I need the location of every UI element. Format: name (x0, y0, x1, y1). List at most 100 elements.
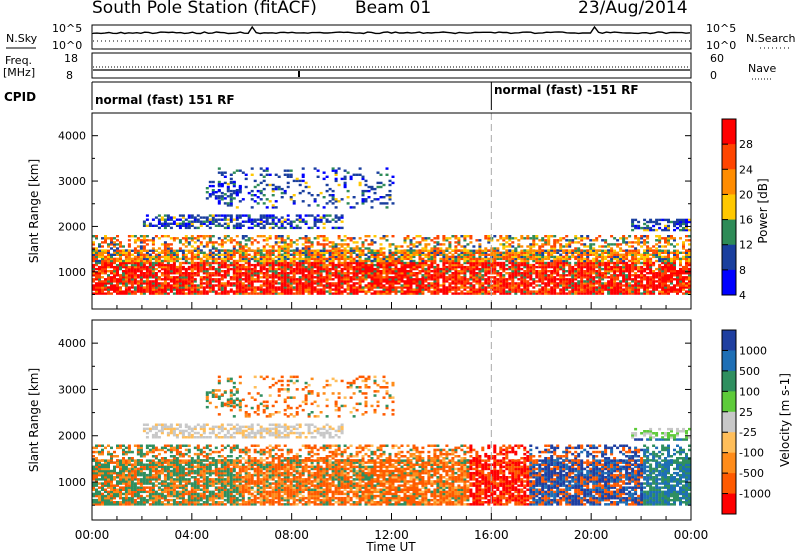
heatmap-cell (373, 198, 377, 201)
heatmap-cell (163, 255, 167, 259)
heatmap-cell (469, 261, 473, 265)
heatmap-cell (583, 272, 587, 275)
heatmap-cell (289, 286, 293, 289)
heatmap-cell (160, 272, 164, 275)
heatmap-cell (202, 251, 206, 254)
heatmap-cell (154, 292, 158, 295)
heatmap-cell (397, 251, 401, 254)
heatmap-cell (487, 270, 491, 273)
heatmap-cell (271, 280, 275, 283)
heatmap-cell (385, 270, 389, 273)
heatmap-cell (139, 280, 143, 283)
heatmap-cell (481, 286, 485, 289)
heatmap-cell (541, 265, 545, 269)
heatmap-cell (508, 245, 512, 248)
heatmap-cell (472, 286, 476, 289)
heatmap-cell (259, 189, 263, 193)
heatmap-cell (520, 292, 524, 295)
heatmap-cell (412, 288, 416, 291)
heatmap-cell (343, 183, 347, 187)
heatmap-cell (169, 218, 173, 221)
heatmap-cell (421, 259, 425, 263)
heatmap-cell (343, 175, 347, 178)
heatmap-cell (268, 270, 272, 273)
heatmap-cell (421, 282, 425, 285)
heatmap-cell (253, 255, 257, 259)
heatmap-cell (196, 284, 200, 287)
heatmap-cell (190, 276, 194, 279)
heatmap-cell (568, 267, 572, 271)
heatmap-cell (322, 276, 326, 279)
heatmap-cell (304, 214, 308, 217)
heatmap-cell (217, 284, 221, 287)
heatmap-cell (301, 173, 305, 176)
heatmap-cell (379, 280, 383, 283)
heatmap-cell (673, 265, 676, 269)
heatmap-cell (517, 286, 521, 289)
heatmap-cell (133, 278, 137, 281)
heatmap-cell (113, 270, 116, 273)
heatmap-cell (556, 292, 560, 295)
heatmap-cell (460, 270, 464, 273)
heatmap-cell (352, 247, 356, 250)
heatmap-cell (367, 284, 371, 287)
heatmap-cell (502, 270, 506, 273)
heatmap-cell (187, 272, 191, 275)
heatmap-cell (355, 259, 359, 263)
heatmap-cell (181, 243, 185, 246)
heatmap-cell (526, 286, 530, 289)
heatmap-cell (271, 226, 275, 230)
heatmap-cell (223, 214, 227, 217)
heatmap-cell (95, 272, 98, 275)
heatmap-cell (397, 245, 401, 248)
heatmap-cell (292, 202, 296, 205)
heatmap-cell (631, 253, 635, 256)
heatmap-cell (463, 280, 467, 283)
heatmap-cell (154, 249, 158, 252)
heatmap-cell (355, 270, 359, 273)
heatmap-cell (334, 286, 338, 289)
heatmap-cell (238, 255, 242, 259)
heatmap-cell (595, 239, 599, 242)
heatmap-cell (577, 280, 581, 283)
heatmap-cell (388, 278, 392, 281)
heatmap-cell (388, 257, 392, 261)
heatmap-cell (136, 261, 140, 265)
heatmap-cell (517, 284, 521, 287)
heatmap-cell (274, 241, 278, 244)
heatmap-cell (163, 220, 167, 223)
heatmap-cell (442, 286, 446, 289)
heatmap-cell (496, 284, 500, 287)
heatmap-cell (553, 235, 557, 238)
heatmap-cell (241, 274, 245, 277)
heatmap-cell (469, 272, 473, 275)
heatmap-cell (217, 270, 221, 273)
heatmap-cell (529, 270, 533, 273)
heatmap-cell (337, 237, 341, 240)
heatmap-cell (448, 267, 452, 271)
heatmap-cell (316, 243, 320, 246)
heatmap-cell (133, 292, 137, 295)
heatmap-cell (508, 239, 512, 242)
heatmap-cell (268, 237, 272, 240)
heatmap-cell (646, 284, 650, 287)
heatmap-cell (442, 253, 446, 256)
heatmap-cell (265, 276, 269, 279)
heatmap-cell (340, 243, 344, 246)
heatmap-cell (622, 235, 626, 238)
heatmap-cell (382, 247, 386, 250)
heatmap-cell (367, 251, 371, 254)
heatmap-cell (601, 272, 605, 275)
heatmap-cell (559, 261, 563, 265)
heatmap-cell (382, 255, 386, 259)
heatmap-cell (649, 263, 653, 267)
heatmap-cell (145, 274, 149, 277)
heatmap-cell (205, 290, 209, 293)
heatmap-cell (310, 280, 314, 283)
heatmap-cell (391, 276, 395, 279)
heatmap-cell (424, 239, 428, 242)
heatmap-cell (292, 255, 296, 259)
heatmap-cell (658, 251, 662, 254)
heatmap-cell (505, 280, 509, 283)
heatmap-cell (379, 274, 383, 277)
